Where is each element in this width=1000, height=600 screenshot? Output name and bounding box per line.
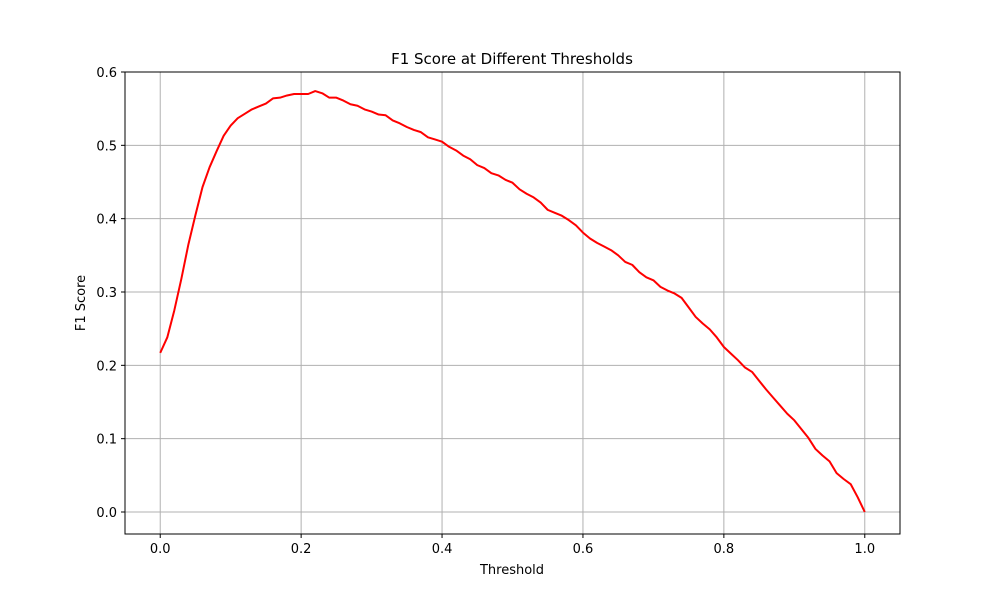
y-tick-label: 0.4 — [96, 213, 117, 228]
plot-area — [159, 90, 866, 513]
x-tick-label: 0.2 — [291, 542, 312, 557]
y-tick-label: 0.1 — [96, 433, 117, 448]
y-tick-label: 0.6 — [96, 66, 117, 81]
axes-frame — [124, 71, 901, 535]
x-tick-label: 0.6 — [573, 542, 594, 557]
ticks: 0.0 0.2 0.4 0.6 0.8 1.0 0.0 0.1 0.2 0.3 0.4 0.5 0.6 — [96, 66, 875, 557]
x-axis-label: Threshold — [479, 563, 544, 578]
chart-title: F1 Score at Different Thresholds — [391, 50, 633, 68]
y-tick-label: 0.3 — [96, 286, 117, 301]
x-tick-label: 0.4 — [432, 542, 453, 557]
f1-score-line — [159, 90, 866, 513]
y-axis-label: F1 Score — [74, 275, 89, 331]
y-tick-label: 0.5 — [96, 139, 117, 154]
x-tick-label: 0.0 — [150, 542, 171, 557]
x-tick-label: 0.8 — [714, 542, 735, 557]
x-tick-label: 1.0 — [854, 542, 875, 557]
y-tick-label: 0.0 — [96, 506, 117, 521]
y-tick-label: 0.2 — [96, 359, 117, 374]
